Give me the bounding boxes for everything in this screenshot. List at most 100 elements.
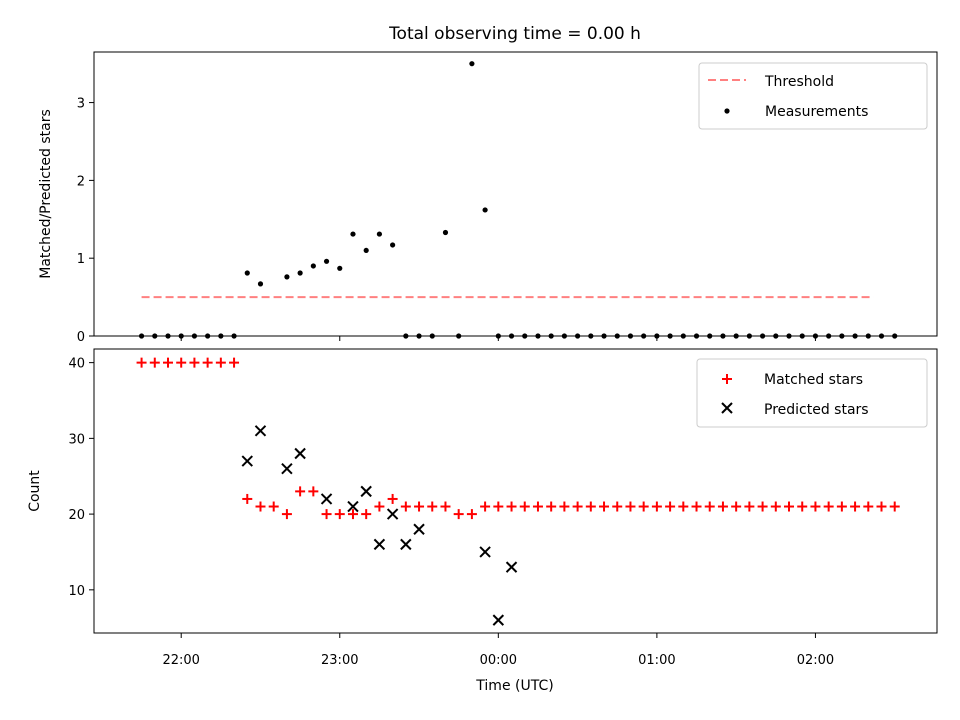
bottom-legend-box bbox=[696, 358, 928, 428]
top-axes-frame bbox=[93, 51, 938, 337]
x-marker-b bbox=[413, 523, 425, 535]
matched-star-point bbox=[757, 501, 768, 512]
x-tick-label: 00:00 bbox=[480, 653, 517, 668]
legend-matched-label: Matched stars bbox=[764, 372, 863, 388]
matched-star-point bbox=[427, 501, 438, 512]
legend-predicted-label: Predicted stars bbox=[764, 402, 869, 418]
predicted-star-point bbox=[254, 425, 267, 437]
bottom-axes-frame bbox=[93, 348, 938, 634]
matched-star-point bbox=[321, 509, 332, 520]
x-marker-b bbox=[294, 447, 306, 460]
predicted-star-point bbox=[320, 493, 333, 505]
legend-plus-marker bbox=[722, 374, 732, 384]
measurement-point bbox=[442, 229, 449, 236]
matched-star-point bbox=[361, 509, 372, 520]
matched-star-point bbox=[189, 357, 200, 368]
matched-star-point bbox=[651, 501, 662, 512]
matched-star-point bbox=[268, 501, 279, 512]
top-y-axis-label: Matched/Predicted stars bbox=[38, 109, 54, 279]
measurement-point bbox=[310, 263, 316, 269]
predicted-star-point bbox=[386, 508, 399, 520]
legend-measurements-label: Measurements bbox=[765, 104, 868, 120]
x-marker-b bbox=[721, 402, 733, 414]
predicted-star-point bbox=[479, 546, 491, 558]
matched-star-point bbox=[532, 501, 543, 512]
matched-star-point bbox=[678, 501, 689, 512]
predicted-star-point bbox=[360, 485, 372, 498]
x-marker-b bbox=[320, 493, 333, 505]
top-legend-box bbox=[698, 62, 928, 130]
matched-star-point bbox=[876, 501, 887, 512]
y-tick-label: 2 bbox=[77, 174, 85, 189]
matched-star-point bbox=[770, 501, 781, 512]
bottom-plot-content bbox=[136, 357, 900, 626]
matched-star-point bbox=[797, 501, 808, 512]
predicted-star-point bbox=[492, 614, 505, 626]
legend-predicted-swatch bbox=[721, 402, 733, 414]
chart-title: Total observing time = 0.00 h bbox=[388, 24, 641, 44]
measurement-point bbox=[244, 270, 250, 276]
measurement-point bbox=[482, 207, 488, 213]
bottom-panel: 10 20 30 40 22:00 23:00 00:00 01:00 02:00 Count… bbox=[27, 348, 938, 694]
matched-star-point bbox=[215, 357, 226, 368]
predicted-star-point bbox=[400, 538, 412, 551]
matched-star-point bbox=[387, 493, 398, 504]
matched-star-point bbox=[665, 501, 676, 512]
matched-star-point bbox=[229, 357, 240, 368]
bottom-y-axis-label: Count bbox=[27, 470, 43, 512]
measurement-point bbox=[469, 61, 475, 67]
matched-star-point bbox=[202, 357, 213, 368]
matched-star-point bbox=[889, 501, 900, 512]
matched-star-point bbox=[744, 501, 755, 512]
x-marker-b bbox=[281, 462, 293, 475]
matched-star-point bbox=[810, 501, 821, 512]
matched-star-point bbox=[559, 501, 570, 512]
matched-star-point bbox=[612, 501, 623, 512]
predicted-star-point bbox=[281, 462, 293, 475]
matched-star-point bbox=[347, 509, 358, 520]
matched-star-point bbox=[704, 501, 715, 512]
matched-star-point bbox=[599, 501, 610, 512]
measurement-point bbox=[297, 270, 303, 276]
y-tick-label: 3 bbox=[77, 97, 85, 112]
predicted-star-point bbox=[347, 500, 359, 513]
predicted-star-point bbox=[373, 538, 386, 551]
matched-star-point bbox=[440, 501, 451, 512]
matched-star-point bbox=[506, 501, 517, 512]
matched-star-point bbox=[717, 501, 728, 512]
matched-star-point bbox=[625, 501, 636, 512]
x-marker-b bbox=[373, 538, 386, 551]
matched-star-point bbox=[255, 501, 266, 512]
y-tick-label: 40 bbox=[68, 357, 85, 372]
x-marker-b bbox=[254, 425, 267, 437]
x-tick-label: 02:00 bbox=[797, 653, 834, 668]
matched-star-point bbox=[836, 501, 847, 512]
x-marker-b bbox=[347, 500, 359, 513]
predicted-star-point bbox=[241, 455, 253, 467]
predicted-star-point bbox=[505, 561, 518, 573]
y-tick-label: 0 bbox=[77, 330, 85, 345]
measurement-point bbox=[363, 247, 369, 254]
matched-star-point bbox=[823, 501, 834, 512]
matched-star-point bbox=[691, 501, 702, 512]
top-panel: 0 1 2 3 Matched/Predicted stars Threshold M… bbox=[38, 51, 938, 345]
measurement-point bbox=[376, 231, 383, 237]
matched-star-point bbox=[572, 501, 583, 512]
matched-star-point bbox=[863, 501, 874, 512]
matched-star-point bbox=[242, 493, 253, 504]
x-marker-b bbox=[360, 485, 372, 498]
matched-star-point bbox=[731, 501, 742, 512]
matched-star-point bbox=[176, 357, 187, 368]
matched-star-point bbox=[374, 501, 385, 512]
matched-star-point bbox=[149, 357, 160, 368]
matched-star-point bbox=[453, 509, 464, 520]
bottom-x-ticks: 22:00 23:00 00:00 01:00 02:00 bbox=[162, 633, 834, 668]
x-marker-b bbox=[505, 561, 518, 573]
x-marker-b bbox=[400, 538, 412, 551]
x-marker-b bbox=[492, 614, 505, 626]
matched-star-point bbox=[308, 486, 319, 497]
x-marker-b bbox=[386, 508, 399, 520]
x-tick-label: 22:00 bbox=[162, 653, 199, 668]
top-x-ticks bbox=[180, 336, 816, 341]
